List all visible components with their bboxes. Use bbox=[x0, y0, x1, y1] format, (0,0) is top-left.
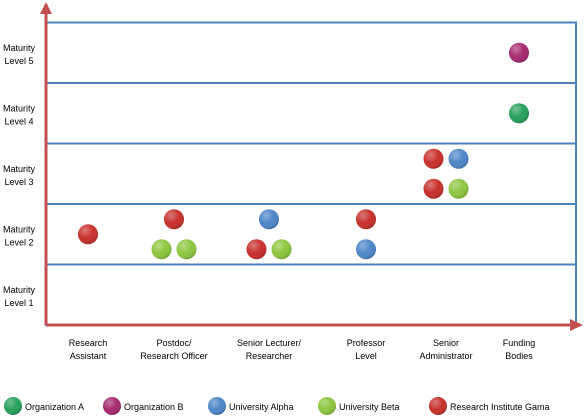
data-point-shading bbox=[448, 178, 469, 199]
role-category-label: Senior Lecturer/Researcher bbox=[237, 338, 302, 361]
legend-swatch-shading bbox=[318, 397, 336, 415]
legend-label: University Alpha bbox=[229, 402, 294, 412]
role-category-label: Professor Level bbox=[347, 338, 386, 361]
legend-label: Organization A bbox=[25, 402, 84, 412]
data-point-shading bbox=[78, 224, 98, 245]
maturity-level-label: Maturity Level 2 bbox=[3, 224, 36, 247]
data-point-shading bbox=[509, 42, 529, 63]
legend-swatch-shading bbox=[103, 397, 121, 415]
maturity-level-label: Maturity Level 5 bbox=[3, 43, 36, 66]
level-band-2 bbox=[45, 203, 577, 266]
data-point-shading bbox=[509, 103, 529, 124]
data-point-shading bbox=[176, 239, 197, 260]
data-point-shading bbox=[151, 239, 172, 260]
legend-swatch-shading bbox=[208, 397, 226, 415]
data-point-shading bbox=[246, 239, 267, 260]
maturity-level-labels: Maturity Level 1 Maturity Level 2 Maturity Le… bbox=[3, 43, 36, 308]
data-point-shading bbox=[164, 209, 184, 230]
maturity-level-label: Maturity Level 4 bbox=[3, 103, 36, 126]
data-points bbox=[78, 42, 529, 260]
chart-legend: Organization A Organization B University A… bbox=[4, 397, 550, 415]
data-point-shading bbox=[271, 239, 292, 260]
legend-swatch-shading bbox=[4, 397, 22, 415]
level-band-5 bbox=[45, 21, 577, 84]
role-category-label: Funding Bodies bbox=[503, 338, 536, 361]
legend-swatch-shading bbox=[429, 397, 447, 415]
level-band-4 bbox=[45, 82, 577, 145]
role-category-labels: Research Assistant Postdoc/Research Office… bbox=[69, 338, 536, 361]
legend-label: University Beta bbox=[339, 402, 400, 412]
data-point-shading bbox=[423, 178, 444, 199]
data-point-shading bbox=[356, 239, 376, 260]
x-axis-arrowhead bbox=[570, 319, 583, 331]
y-axis-arrowhead bbox=[40, 2, 52, 14]
maturity-level-label: Maturity Level 3 bbox=[3, 164, 36, 187]
level-band-3 bbox=[45, 142, 577, 205]
role-category-label: Senior Administrator bbox=[419, 338, 472, 361]
data-point-shading bbox=[448, 148, 469, 169]
data-point-shading bbox=[356, 209, 376, 230]
role-category-label: Postdoc/Research Officer bbox=[140, 338, 207, 361]
maturity-level-bands bbox=[45, 21, 577, 326]
legend-label: Organization B bbox=[124, 402, 184, 412]
maturity-level-label: Maturity Level 1 bbox=[3, 285, 36, 308]
legend-label: Research Institute Gama bbox=[450, 402, 550, 412]
chart-axes bbox=[40, 2, 583, 331]
data-point-shading bbox=[423, 148, 444, 169]
role-category-label: Research Assistant bbox=[69, 338, 108, 361]
data-point-shading bbox=[259, 209, 279, 230]
level-band-1 bbox=[45, 263, 577, 326]
